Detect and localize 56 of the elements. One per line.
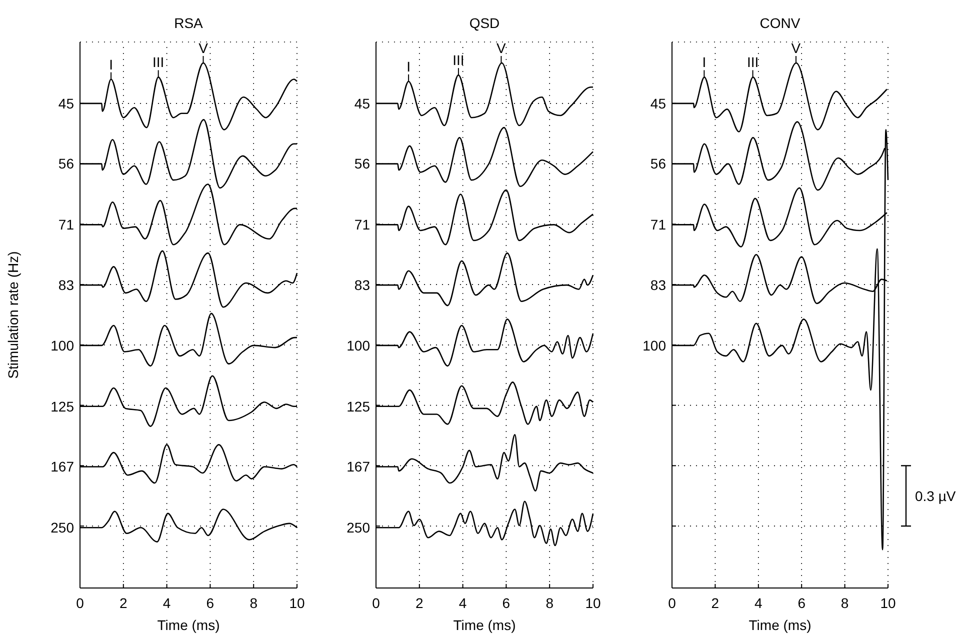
x-tick-label: 0 — [668, 595, 676, 611]
legend-label: 250 — [50, 520, 74, 536]
x-tick-label: 4 — [162, 595, 171, 611]
legend-label: 56 — [650, 156, 666, 172]
x-tick-label: 2 — [120, 595, 128, 611]
x-tick-label: 10 — [289, 595, 305, 611]
x-tick-label: 10 — [880, 595, 896, 611]
legend-label: 100 — [346, 337, 370, 354]
text: 0.3 µV — [915, 488, 956, 504]
annotation: I — [406, 58, 410, 74]
legend-label: 83 — [58, 276, 74, 293]
x-axis-title: Time (ms) — [453, 617, 516, 633]
legend-label: 56 — [354, 156, 370, 172]
x-tick-label: 6 — [798, 595, 806, 611]
x-tick-label: 6 — [206, 595, 214, 611]
annotation: III — [746, 54, 759, 70]
x-tick-label: 2 — [416, 595, 424, 611]
x-tick-label: 8 — [840, 595, 849, 611]
legend-label: 125 — [346, 398, 370, 414]
annotation: V — [791, 40, 802, 56]
x-tick-label: 2 — [711, 595, 720, 611]
legend-label: 250 — [346, 520, 370, 536]
x-tick-label: 10 — [585, 595, 601, 611]
x-tick-label: 6 — [502, 595, 510, 611]
legend-label: 83 — [650, 276, 666, 293]
legend-label: 100 — [642, 337, 666, 354]
chart-title: QSD — [469, 15, 500, 31]
annotation: III — [152, 54, 164, 70]
x-tick-label: 0 — [372, 595, 380, 611]
annotation: III — [452, 52, 464, 68]
legend-label: 125 — [50, 398, 74, 414]
annotation: V — [496, 40, 507, 56]
x-tick-label: 0 — [76, 595, 84, 611]
x-axis-title: Time (ms) — [748, 617, 812, 633]
legend-label: 83 — [354, 276, 370, 293]
legend-label: 45 — [58, 95, 74, 112]
annotation: I — [702, 54, 706, 70]
x-axis-title: Time (ms) — [157, 617, 220, 633]
legend-label: 45 — [650, 95, 666, 112]
x-tick-label: 4 — [754, 595, 762, 611]
legend-label: 100 — [50, 337, 74, 354]
annotation: I — [109, 56, 113, 72]
legend-label: 71 — [650, 216, 666, 233]
chart-title: RSA — [174, 15, 204, 31]
annotation: V — [198, 40, 209, 56]
legend-label: 167 — [50, 458, 74, 475]
x-tick-label: 4 — [458, 595, 467, 611]
legend-label: 45 — [354, 95, 370, 112]
y-axis-title: Stimulation rate (Hz) — [5, 251, 21, 379]
chart-title: CONV — [760, 15, 801, 31]
legend-label: 167 — [346, 458, 370, 475]
legend-label: 56 — [58, 156, 74, 172]
x-tick-label: 8 — [250, 595, 258, 611]
x-tick-label: 8 — [546, 595, 554, 611]
legend-label: 71 — [354, 216, 370, 233]
legend-label: 71 — [58, 216, 74, 233]
